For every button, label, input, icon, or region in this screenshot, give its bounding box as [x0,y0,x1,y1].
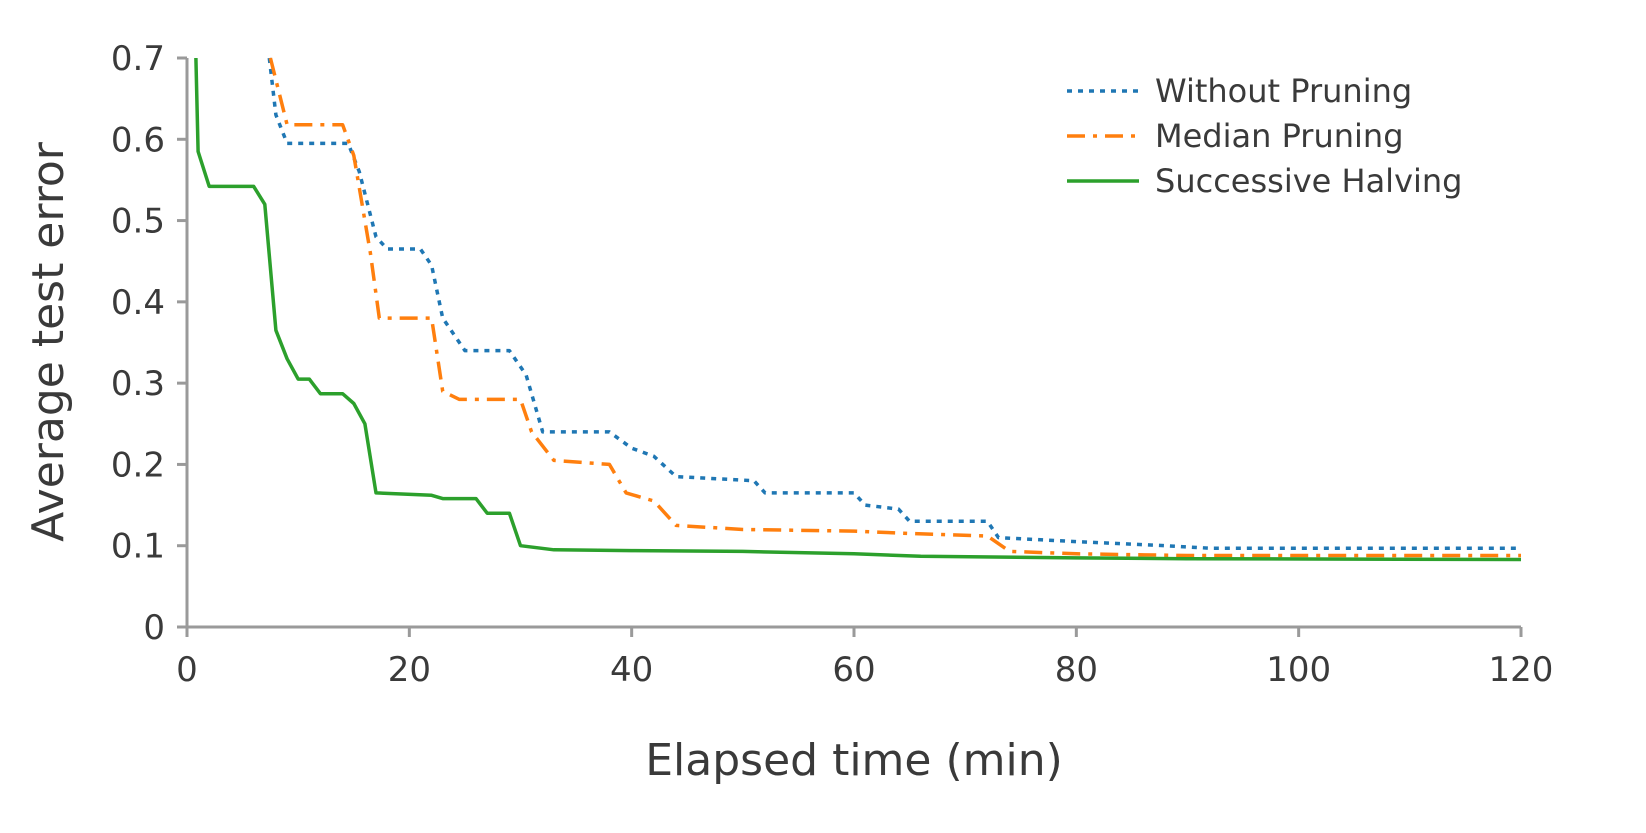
y-ticks: 0 0.1 0.2 0.3 0.4 0.5 0.6 0.7 [111,39,187,648]
x-axis-title: Elapsed time (min) [645,735,1063,786]
y-tick-label: 0.3 [111,364,165,404]
x-tick-label: 0 [176,650,198,690]
y-tick-label: 0.6 [111,120,165,160]
y-tick-label: 0 [143,608,165,648]
legend: Without Pruning Median Pruning Successive … [1067,72,1462,200]
x-tick-label: 100 [1266,650,1331,690]
y-tick-label: 0.1 [111,527,165,567]
y-tick-label: 0.5 [111,202,165,242]
legend-label: Median Pruning [1155,117,1404,155]
x-tick-label: 80 [1055,650,1098,690]
legend-label: Successive Halving [1155,162,1462,200]
y-tick-label: 0.2 [111,445,165,485]
x-tick-label: 60 [832,650,875,690]
x-tick-label: 120 [1489,650,1554,690]
y-axis-title: Average test error [23,141,74,542]
y-tick-label: 0.4 [111,283,165,323]
series-line-successive-halving [194,57,1522,562]
y-tick-label: 0.7 [111,39,165,79]
x-ticks: 0 20 40 60 80 100 120 [176,627,1553,690]
x-tick-label: 40 [610,650,653,690]
x-tick-label: 20 [388,650,431,690]
series [194,57,1522,562]
series-line-median-pruning [268,57,1521,558]
legend-label: Without Pruning [1155,72,1412,110]
series-line-without-pruning [267,57,1521,550]
